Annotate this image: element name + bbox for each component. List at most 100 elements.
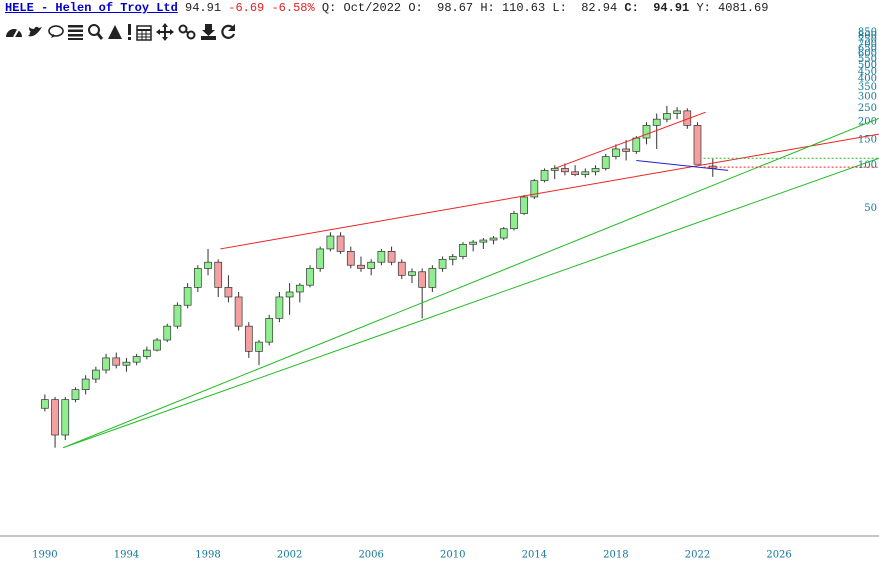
candle-body xyxy=(510,213,518,230)
alert-icon[interactable] xyxy=(128,24,131,40)
y-tick-label: 250 xyxy=(858,103,877,114)
candle-body xyxy=(224,287,233,298)
calendar-icon[interactable] xyxy=(136,25,152,41)
candle-body xyxy=(612,148,620,157)
candle-body xyxy=(397,261,406,276)
triangle-icon[interactable] xyxy=(108,25,122,39)
trend-line xyxy=(554,111,706,169)
candle-body xyxy=(71,389,80,400)
candle-body xyxy=(448,256,457,260)
candle-body xyxy=(469,241,478,245)
dashboard-icon[interactable] xyxy=(6,29,22,38)
candle-body xyxy=(520,196,528,214)
candle-body xyxy=(642,125,651,139)
x-tick-label: 2018 xyxy=(603,550,628,561)
candle-body xyxy=(51,399,59,436)
label: Q: xyxy=(321,1,337,15)
low: 82.94 xyxy=(581,1,618,15)
open: 98.67 xyxy=(437,1,474,15)
candle-body xyxy=(571,171,579,175)
x-tick-label: 2014 xyxy=(522,550,547,561)
candle-body xyxy=(173,304,182,327)
candle-body xyxy=(357,264,365,269)
trend-line xyxy=(63,157,879,449)
label: Y: xyxy=(696,1,711,15)
y-tick-label: 850 xyxy=(858,27,877,38)
link-icon[interactable] xyxy=(178,24,196,40)
y-tick-label: 150 xyxy=(858,135,877,146)
candle-body xyxy=(459,243,467,257)
candle-body xyxy=(285,291,294,298)
candle-body xyxy=(81,378,90,390)
label: H: xyxy=(480,1,495,15)
trend-line xyxy=(220,133,879,250)
candle-body xyxy=(326,235,335,250)
candle-body xyxy=(387,251,396,263)
list-icon[interactable] xyxy=(68,25,83,40)
candle-body xyxy=(295,284,304,293)
candle-body xyxy=(693,125,702,165)
candle-body xyxy=(163,325,172,341)
y-tick-label: 650 xyxy=(858,43,877,54)
candle-body xyxy=(530,180,539,198)
x-tick-label: 2006 xyxy=(358,550,383,561)
candle-body xyxy=(122,361,131,366)
candle-body xyxy=(92,369,100,380)
x-tick-label: 2026 xyxy=(766,550,791,561)
y-tick-label: 300 xyxy=(858,92,877,103)
candle-body xyxy=(204,261,212,269)
candle-body xyxy=(652,118,661,126)
candle-body xyxy=(561,168,569,173)
candle-body xyxy=(346,251,355,266)
candle-body xyxy=(275,296,284,319)
trend-line xyxy=(63,117,879,449)
trend-line xyxy=(636,159,729,171)
candle-body xyxy=(214,261,223,288)
change: -6.69 xyxy=(228,1,265,15)
candle-body xyxy=(428,268,437,288)
toolbar xyxy=(6,23,236,41)
y-tick-label: 400 xyxy=(858,74,877,85)
x-tick-label: 2002 xyxy=(277,550,302,561)
candle-body xyxy=(142,349,151,357)
symbol-link[interactable]: HELE - Helen of Troy Ltd xyxy=(5,1,178,15)
x-tick-label: 2022 xyxy=(685,550,710,561)
candle-body xyxy=(316,248,325,269)
y-tick-label: 450 xyxy=(858,66,877,77)
download-icon[interactable] xyxy=(201,24,216,40)
candle-body xyxy=(244,325,253,352)
comment-icon[interactable] xyxy=(48,25,64,38)
y-tick-label: 500 xyxy=(858,60,877,71)
twitter-icon[interactable] xyxy=(28,26,42,37)
x-tick-label: 2010 xyxy=(440,550,465,561)
candle-body xyxy=(193,268,202,288)
candle-body xyxy=(663,113,671,120)
candle-body xyxy=(255,341,263,352)
y-tick-label: 750 xyxy=(858,35,877,46)
y-tick-label: 200 xyxy=(858,117,877,128)
candle-body xyxy=(550,168,559,171)
x-tick-label: 1998 xyxy=(195,550,220,561)
period: Oct/2022 xyxy=(343,1,402,15)
refresh-icon[interactable] xyxy=(221,24,236,39)
candle-body xyxy=(489,237,498,241)
search-icon[interactable] xyxy=(88,24,104,40)
candle-body xyxy=(153,339,161,351)
label: C: xyxy=(624,1,639,15)
move-icon[interactable] xyxy=(156,23,174,41)
candle-body xyxy=(132,356,141,363)
candle-body xyxy=(673,110,681,114)
y-tick-label: 50 xyxy=(864,203,877,214)
y-tick-label: 100 xyxy=(858,160,877,171)
candle-body xyxy=(183,287,192,306)
quote-header: HELE - Helen of Troy Ltd 94.91 -6.69 -6.… xyxy=(5,0,768,16)
candle-body xyxy=(418,271,427,288)
volume: 4081.69 xyxy=(718,1,769,15)
candle-body xyxy=(408,271,416,276)
x-tick-label: 1990 xyxy=(32,550,57,561)
close: 94.91 xyxy=(653,1,690,15)
y-tick-label: 600 xyxy=(858,48,877,59)
candle-body xyxy=(61,399,70,436)
